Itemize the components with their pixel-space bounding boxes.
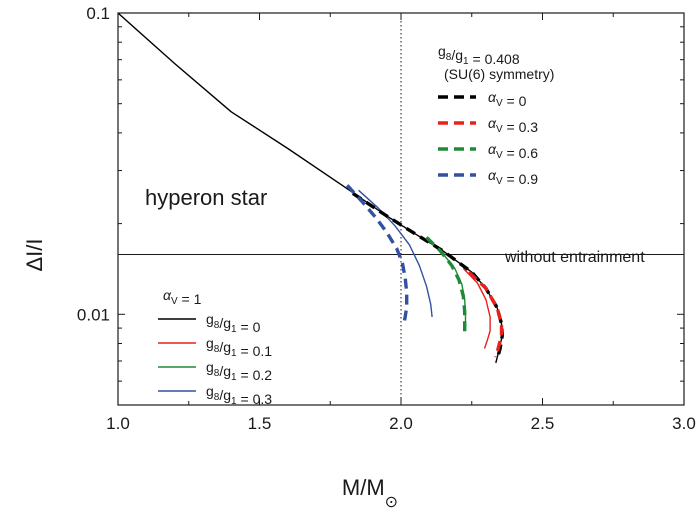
x-tick-label: 1.0: [106, 414, 130, 433]
x-axis-title-sub: ⊙: [385, 494, 398, 511]
legend-top: g8/g1 = 0.408(SU(6) symmetry) αV = 0 αV = …: [438, 43, 554, 187]
series-curves: [117, 12, 504, 364]
legend-bottom-label: g8/g1 = 0.3: [206, 383, 272, 407]
series-line-alpha-5: [467, 270, 504, 358]
legend-bottom: αV = 1g8/g1 = 0g8/g1 = 0.1g8/g1 = 0.2g8/…: [158, 287, 272, 407]
x-tick-label: 3.0: [672, 414, 696, 433]
legend-bottom-label: g8/g1 = 0: [206, 311, 261, 335]
legend-bottom-header: αV = 1: [163, 287, 202, 307]
x-tick-label: 2.0: [389, 414, 413, 433]
series-line-alpha-4: [351, 191, 504, 360]
x-tick-label: 1.5: [248, 414, 272, 433]
y-tick-label: 0.1: [86, 4, 110, 23]
series-line-g8g1-1: [462, 267, 491, 349]
legend-bottom-label: g8/g1 = 0.2: [206, 359, 272, 383]
legend-bottom-label: g8/g1 = 0.1: [206, 335, 272, 359]
y-tick-label: 0.01: [77, 305, 110, 324]
tick-labels: 1.0 1.5 2.0 2.5 3.0 0.01 0.1: [77, 4, 696, 433]
y-axis-title: ΔI/I: [22, 238, 47, 271]
series-line-alpha-6: [425, 236, 467, 334]
legend-top-label: αV = 0.3: [488, 115, 538, 135]
legend-top-label: αV = 0.6: [488, 141, 538, 161]
x-tick-label: 2.5: [531, 414, 555, 433]
annotation-hyperon-star: hyperon star: [145, 185, 267, 210]
legend-top-subheader: (SU(6) symmetry): [444, 66, 554, 82]
annotation-without-entrainment: without entrainment: [504, 249, 645, 266]
series-line-alpha-7: [345, 184, 409, 325]
legend-top-label: αV = 0.9: [488, 167, 538, 187]
reference-lines: [118, 13, 684, 405]
legend-top-label: αV = 0: [488, 89, 527, 109]
x-axis-title: M/M⊙: [342, 475, 398, 511]
axis-ticks: [117, 12, 685, 406]
legend-top-header: g8/g1 = 0.408: [438, 43, 520, 67]
